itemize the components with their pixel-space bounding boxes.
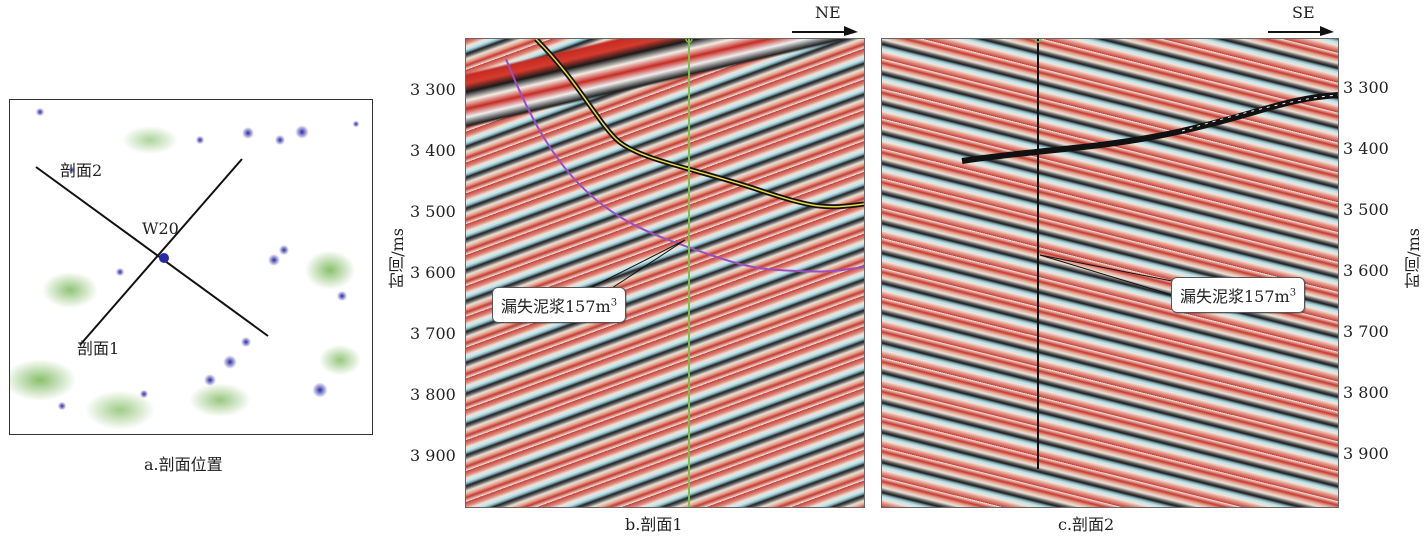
tick-label: 3 900 [1343, 444, 1389, 463]
callout-sup-b: 3 [610, 297, 618, 309]
tick-label: 3 500 [1343, 200, 1389, 219]
tick-label: 3 500 [410, 202, 456, 221]
callout-pointer-c [1039, 254, 1173, 296]
tick-label: 3 800 [410, 385, 456, 404]
tick-label: 3 600 [410, 263, 456, 282]
direction-arrow-b-icon [792, 26, 858, 36]
direction-label-b: NE [815, 3, 841, 22]
section-2-line [35, 166, 269, 337]
callout-c: 漏失泥浆157m3 [1171, 277, 1306, 313]
caption-c: c.剖面2 [1058, 515, 1115, 534]
tick-label: 3 400 [410, 141, 456, 160]
horizon-purple [505, 58, 864, 273]
location-map: 剖面2 W20 剖面1 [9, 99, 373, 435]
callout-text-b: 漏失泥浆157m [501, 297, 611, 316]
horizon-black-c [961, 92, 1338, 164]
section-2-label: 剖面2 [60, 161, 103, 180]
tick-label: 3 900 [410, 446, 456, 465]
section-1-label: 剖面1 [77, 339, 120, 358]
callout-pointer-b [589, 239, 686, 289]
section-lines [35, 158, 269, 346]
tick-label: 3 300 [410, 80, 456, 99]
section-1-line [79, 158, 243, 346]
well-label: W20 [142, 219, 179, 238]
tick-label: 3 400 [1343, 139, 1389, 158]
tick-label: 3 600 [1343, 261, 1389, 280]
seismic-overlay-1 [505, 39, 864, 507]
tick-label: 3 700 [410, 324, 456, 343]
seismic-section-1 [465, 38, 865, 508]
callout-text-c: 漏失泥浆157m [1180, 287, 1290, 306]
tick-label: 3 700 [1343, 322, 1389, 341]
axis-label-c: 时间/ms [1404, 228, 1423, 289]
direction-arrow-c-icon [1268, 26, 1334, 36]
horizon-black [534, 39, 864, 210]
well-w20-marker [159, 253, 169, 263]
horizon-yellow [535, 39, 864, 208]
caption-a: a.剖面位置 [144, 455, 223, 474]
caption-b: b.剖面1 [625, 515, 683, 534]
axis-label-b: 时间/ms [388, 228, 407, 289]
seismic-overlay-2 [961, 39, 1338, 469]
direction-label-c: SE [1292, 3, 1315, 22]
seismic-section-2 [881, 38, 1339, 508]
callout-b: 漏失泥浆157m3 [492, 287, 627, 323]
well-head-b [685, 39, 693, 43]
callout-sup-c: 3 [1289, 287, 1297, 299]
tick-label: 3 300 [1343, 78, 1389, 97]
well-head-c [1034, 39, 1042, 43]
tick-label: 3 800 [1343, 383, 1389, 402]
